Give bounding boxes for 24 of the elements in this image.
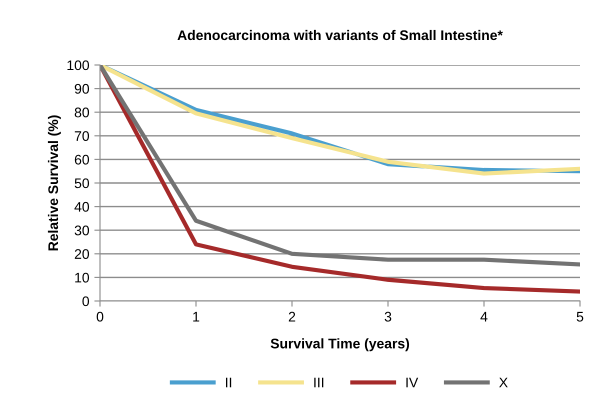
x-tick-label: 2 xyxy=(288,312,296,322)
y-tick-label: 60 xyxy=(74,154,90,165)
y-tick-label: 90 xyxy=(74,84,90,94)
y-tick-label: 0 xyxy=(82,296,90,306)
y-tick-label: 30 xyxy=(74,226,90,236)
y-tick-label: 70 xyxy=(74,131,90,141)
y-axis-title: Relative Survival (%) xyxy=(48,115,61,250)
chart-title: Adenocarcinoma with variants of Small Intestine* xyxy=(178,30,503,40)
x-tick-label: 5 xyxy=(576,312,584,322)
legend-label: III xyxy=(314,378,324,388)
y-tick-label: 100 xyxy=(67,60,90,70)
x-tick-label: 0 xyxy=(96,312,104,322)
x-axis-title: Survival Time (years) xyxy=(270,338,410,352)
legend-label: II xyxy=(226,378,232,388)
y-tick-label: 40 xyxy=(74,202,90,212)
x-tick-label: 4 xyxy=(480,312,488,322)
y-tick-label: 80 xyxy=(74,108,90,118)
legend-label: X xyxy=(499,378,508,388)
y-tick-label: 10 xyxy=(75,272,90,283)
y-tick-label: 50 xyxy=(74,178,90,188)
x-tick-label: 1 xyxy=(193,312,200,322)
y-tick-label: 20 xyxy=(74,249,90,259)
x-tick-label: 3 xyxy=(384,312,392,322)
legend-label: IV xyxy=(406,378,418,388)
